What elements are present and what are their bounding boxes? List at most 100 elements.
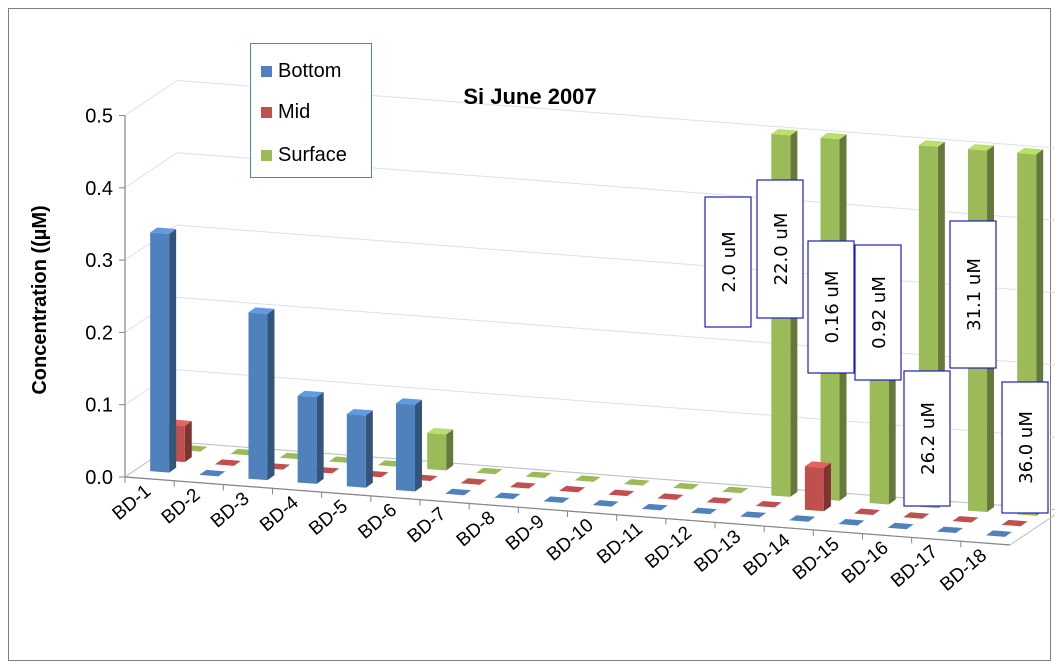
bar-front xyxy=(297,395,317,484)
bar-mid xyxy=(1001,519,1028,527)
y-axis-label: Concentration ((µM) xyxy=(29,205,51,394)
bar-bottom xyxy=(887,522,914,530)
bar-mid xyxy=(854,508,881,515)
bar-mid xyxy=(657,493,684,500)
annotation-box xyxy=(903,370,951,507)
annotation-label: 0.92 uM xyxy=(869,276,890,349)
bar-bottom xyxy=(592,500,619,507)
annotation-label: 36.0 uM xyxy=(1016,411,1037,484)
x-tick-label: BD-14 xyxy=(740,530,795,581)
bar-front xyxy=(248,312,268,481)
annotation-box xyxy=(756,179,804,319)
bar-side xyxy=(414,399,422,492)
annotation-label: 2.0 uM xyxy=(719,231,740,292)
bar-mid xyxy=(460,478,487,485)
bar-surface xyxy=(574,475,601,482)
bar-bottom xyxy=(445,488,472,496)
bar-top xyxy=(771,128,798,136)
x-tick-label: BD-1 xyxy=(109,481,156,525)
bar-top xyxy=(918,140,945,147)
bar-top xyxy=(968,144,995,151)
bar-bottom xyxy=(150,227,177,473)
bar-side xyxy=(446,429,454,471)
bar-bottom xyxy=(494,492,521,500)
annotation-label: 0.16 uM xyxy=(822,271,843,344)
annotation-label: 31.1 uM xyxy=(964,258,985,331)
bar-top xyxy=(248,307,275,314)
y-tick-label: 0.0 xyxy=(85,467,113,489)
bar-bottom xyxy=(936,526,963,534)
bar-front xyxy=(150,232,170,473)
bar-surface xyxy=(525,471,552,479)
bar-mid xyxy=(509,482,536,489)
legend: Bottom Mid Surface xyxy=(250,43,372,178)
bar-bottom xyxy=(346,408,373,488)
annotation-box xyxy=(704,196,752,328)
bar-side xyxy=(888,369,896,505)
y-tick-label: 0.4 xyxy=(85,178,113,200)
x-tick-label: BD-7 xyxy=(404,503,451,547)
gridline-side xyxy=(124,152,178,189)
bar-side xyxy=(365,410,373,488)
bar-surface xyxy=(673,482,700,490)
x-tick-label: BD-18 xyxy=(936,545,991,596)
y-tick-label: 0.3 xyxy=(85,250,113,272)
bar-top xyxy=(297,390,324,398)
bar-top xyxy=(804,461,831,468)
bar-top xyxy=(395,398,422,405)
x-tick-label: BD-3 xyxy=(207,488,254,532)
bar-side xyxy=(184,420,192,463)
bar-mid xyxy=(559,485,586,493)
bar-bottom xyxy=(789,515,816,522)
gridline xyxy=(176,296,1055,366)
legend-item-surface: Surface xyxy=(261,142,347,168)
bar-front xyxy=(346,413,366,488)
bar-surface xyxy=(476,467,503,475)
legend-label-surface: Surface xyxy=(278,143,347,166)
y-tick-label: 0.5 xyxy=(85,106,113,128)
legend-label-bottom: Bottom xyxy=(278,59,342,82)
y-tick-label: 0.1 xyxy=(85,395,113,417)
legend-swatch-bottom xyxy=(261,65,272,77)
x-tick-label: BD-10 xyxy=(543,515,598,566)
bar-front xyxy=(804,466,824,512)
bar-side xyxy=(823,462,831,512)
bar-bottom xyxy=(248,307,275,481)
bar-mid xyxy=(608,489,635,497)
legend-swatch-surface xyxy=(261,149,272,161)
x-tick-label: BD-17 xyxy=(887,541,942,592)
bar-front xyxy=(427,432,447,471)
legend-item-mid: Mid xyxy=(261,99,310,125)
x-tick-label: BD-16 xyxy=(838,537,893,588)
bar-bottom xyxy=(199,469,226,477)
chart-title: Si June 2007 xyxy=(463,84,596,109)
bar-mid xyxy=(903,512,930,519)
annotation-label: 22.0 uM xyxy=(771,213,792,286)
bar-bottom xyxy=(395,398,422,492)
bar-top xyxy=(427,427,454,435)
x-tick-label: BD-12 xyxy=(641,522,696,573)
bar-front xyxy=(395,403,415,492)
annotation-box xyxy=(949,220,997,369)
legend-swatch-mid xyxy=(261,106,272,118)
bar-top xyxy=(820,132,847,140)
bar-top xyxy=(150,227,177,235)
bar-surface xyxy=(623,479,650,486)
bar-surface xyxy=(427,427,454,471)
x-tick-label: BD-15 xyxy=(789,534,844,585)
x-tick-label: BD-6 xyxy=(354,500,401,544)
x-tick-label: BD-4 xyxy=(256,492,303,536)
bar-bottom xyxy=(297,390,324,484)
bar-side xyxy=(316,392,324,484)
x-tick-label: BD-5 xyxy=(305,496,352,540)
bar-mid xyxy=(804,461,831,512)
bar-bottom xyxy=(740,511,767,518)
bar-top xyxy=(1017,147,1044,155)
bar-surface xyxy=(722,486,749,494)
x-tick-label: BD-8 xyxy=(453,507,500,551)
x-tick-label: BD-13 xyxy=(690,526,745,577)
gridline-side xyxy=(124,80,178,116)
annotation-label: 26.2 uM xyxy=(918,402,939,475)
annotation-box xyxy=(854,244,902,381)
